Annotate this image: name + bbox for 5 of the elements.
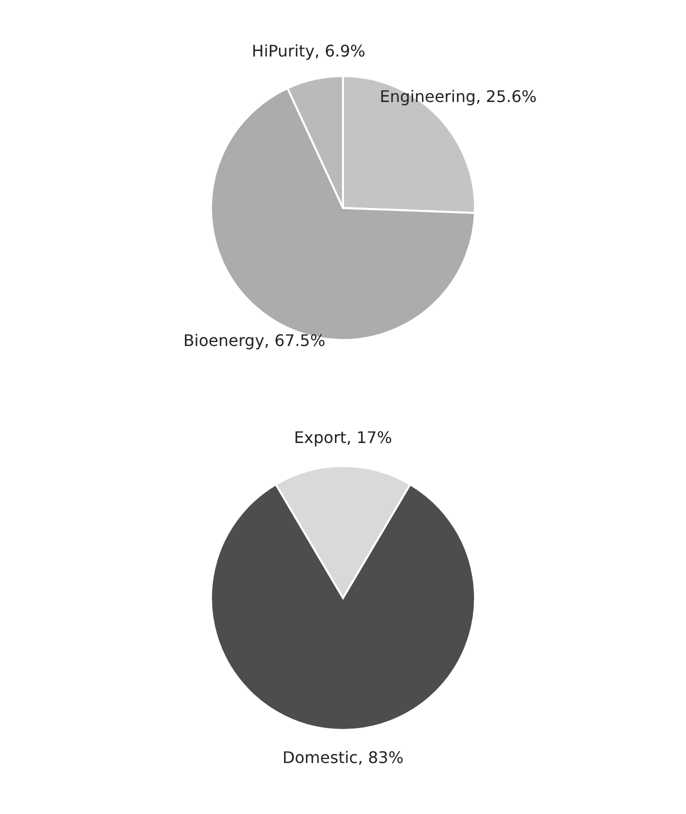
slice-label: HiPurity, 6.9% xyxy=(252,42,366,61)
slice-label: Engineering, 25.6% xyxy=(380,87,537,106)
slice-label: Bioenergy, 67.5% xyxy=(183,331,326,350)
slice-label: Domestic, 83% xyxy=(282,748,404,767)
slice-label: Export, 17% xyxy=(294,428,392,447)
